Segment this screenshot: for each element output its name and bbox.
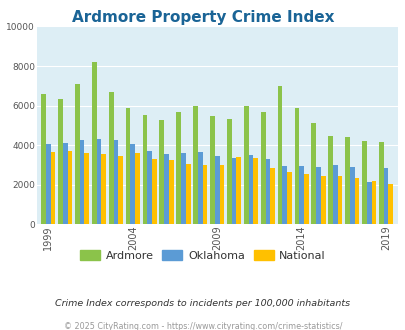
Bar: [51, 152, 55, 224]
Bar: [46, 144, 51, 224]
Bar: [198, 152, 202, 224]
Bar: [147, 151, 151, 224]
Bar: [79, 140, 84, 224]
Bar: [185, 164, 190, 224]
Bar: [75, 84, 79, 224]
Bar: [118, 156, 123, 224]
Bar: [303, 174, 308, 224]
Bar: [219, 165, 224, 224]
Bar: [193, 106, 198, 224]
Bar: [371, 181, 375, 224]
Bar: [332, 165, 337, 224]
Bar: [159, 120, 164, 224]
Bar: [243, 106, 248, 224]
Bar: [270, 168, 274, 224]
Bar: [265, 159, 270, 224]
Bar: [101, 154, 106, 224]
Bar: [337, 176, 342, 224]
Bar: [202, 165, 207, 224]
Bar: [135, 153, 140, 224]
Bar: [130, 144, 135, 224]
Bar: [176, 112, 181, 224]
Bar: [294, 108, 298, 224]
Bar: [84, 153, 89, 224]
Bar: [92, 62, 96, 224]
Bar: [282, 166, 286, 224]
Bar: [164, 154, 168, 224]
Bar: [248, 155, 253, 224]
Bar: [354, 178, 358, 224]
Bar: [210, 116, 214, 224]
Bar: [214, 156, 219, 224]
Bar: [109, 92, 113, 224]
Text: Ardmore Property Crime Index: Ardmore Property Crime Index: [72, 10, 333, 25]
Bar: [168, 160, 173, 224]
Bar: [226, 119, 231, 224]
Bar: [328, 136, 332, 224]
Bar: [286, 172, 291, 224]
Bar: [63, 143, 68, 224]
Bar: [383, 168, 388, 224]
Text: Crime Index corresponds to incidents per 100,000 inhabitants: Crime Index corresponds to incidents per…: [55, 299, 350, 308]
Bar: [260, 112, 265, 224]
Bar: [344, 137, 349, 224]
Bar: [315, 167, 320, 224]
Bar: [311, 123, 315, 224]
Bar: [151, 159, 156, 224]
Bar: [378, 142, 383, 224]
Bar: [388, 184, 392, 224]
Bar: [361, 141, 366, 224]
Bar: [181, 153, 185, 224]
Bar: [349, 167, 354, 224]
Legend: Ardmore, Oklahoma, National: Ardmore, Oklahoma, National: [75, 246, 330, 265]
Bar: [277, 86, 282, 224]
Bar: [253, 158, 258, 224]
Bar: [231, 158, 236, 224]
Bar: [68, 151, 72, 224]
Bar: [113, 140, 118, 224]
Bar: [96, 139, 101, 224]
Text: © 2025 CityRating.com - https://www.cityrating.com/crime-statistics/: © 2025 CityRating.com - https://www.city…: [64, 322, 341, 330]
Bar: [366, 182, 371, 224]
Bar: [41, 94, 46, 224]
Bar: [126, 108, 130, 224]
Bar: [142, 115, 147, 224]
Bar: [236, 157, 241, 224]
Bar: [58, 99, 63, 224]
Bar: [320, 176, 325, 224]
Bar: [298, 166, 303, 224]
